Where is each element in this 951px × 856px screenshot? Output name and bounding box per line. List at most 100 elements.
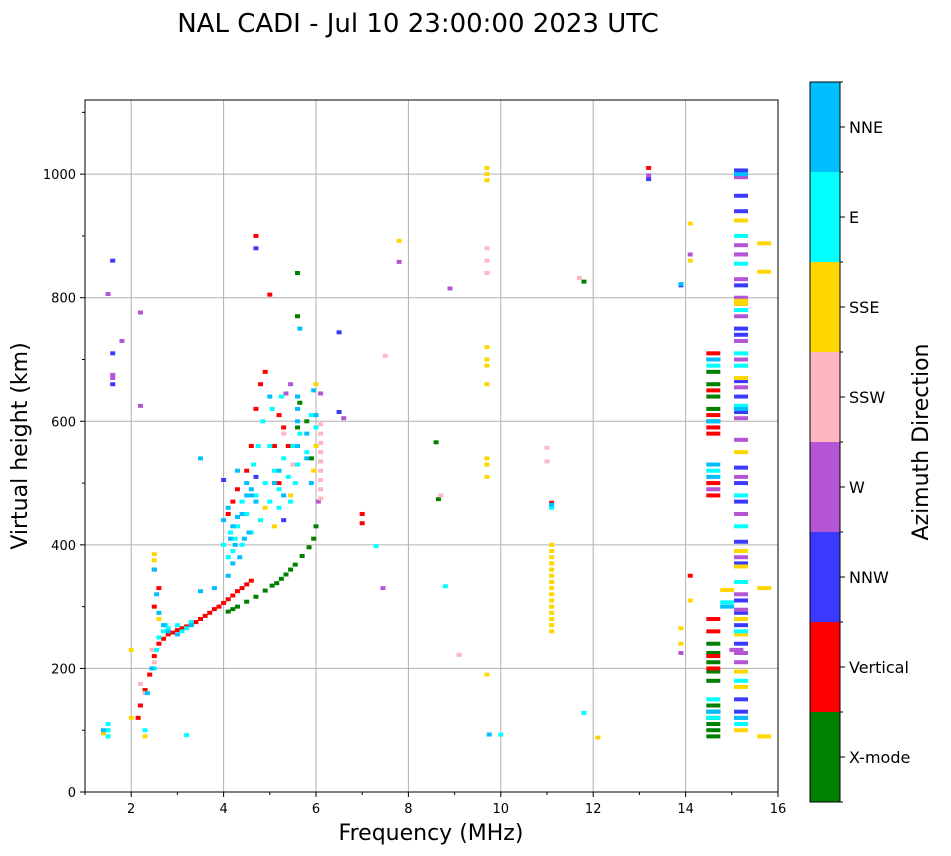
data-point-w (137, 403, 143, 408)
data-point-ssw (576, 275, 582, 280)
data-point-vertical (216, 604, 222, 609)
data-point-w (734, 357, 749, 362)
data-point-w (105, 292, 111, 297)
data-point-sse (142, 734, 148, 739)
data-point-w (687, 252, 693, 257)
data-point-sse (484, 345, 490, 350)
data-point-xmode (295, 425, 301, 430)
data-point-sse (484, 456, 490, 461)
data-point-vertical (198, 617, 203, 621)
data-point-sse (734, 728, 749, 733)
data-point-e (720, 600, 735, 605)
data-point-e (244, 511, 250, 516)
data-point-e (734, 261, 749, 266)
data-point-xmode (435, 497, 441, 502)
y-tick-label: 200 (51, 662, 76, 677)
data-point-vertical (225, 597, 231, 602)
data-point-w (734, 511, 749, 516)
data-point-nnw (734, 326, 749, 331)
data-point-vertical (193, 620, 199, 625)
data-point-e (230, 549, 236, 554)
data-point-sse (687, 221, 693, 226)
colorbar-label: E (849, 208, 859, 227)
data-point-xmode (706, 369, 721, 374)
data-point-nnw (734, 379, 749, 384)
data-point-vertical (156, 586, 162, 591)
data-point-nne (720, 604, 735, 609)
data-point-e (228, 530, 234, 535)
data-point-nne (734, 406, 749, 411)
data-point-vertical (248, 578, 254, 583)
data-point-vertical (211, 607, 217, 612)
data-point-vertical (706, 425, 721, 430)
data-point-e (225, 555, 231, 560)
data-point-vertical (706, 431, 721, 436)
data-point-nne (678, 282, 684, 287)
data-point-xmode (311, 536, 317, 541)
data-point-e (706, 363, 721, 368)
data-point-e (105, 728, 111, 733)
data-point-xmode (230, 607, 236, 612)
data-point-sse (311, 468, 317, 473)
data-point-xmode (278, 576, 284, 581)
data-point-sse (734, 684, 749, 689)
data-point-nne (248, 493, 254, 498)
data-point-nne (244, 481, 250, 486)
y-axis-label: Virtual height (km) (8, 342, 33, 549)
data-point-nne (295, 406, 301, 411)
data-point-e (258, 518, 264, 523)
data-point-vertical (234, 589, 240, 594)
data-point-xmode (292, 562, 298, 567)
data-point-ssw (151, 660, 157, 665)
data-point-nne (230, 561, 236, 566)
data-point-w (734, 660, 749, 665)
data-point-vertical (151, 604, 157, 609)
colorbar-label: SSE (849, 298, 879, 317)
data-point-nne (304, 456, 310, 461)
data-point-nnw (646, 177, 652, 182)
data-point-vertical (156, 641, 162, 646)
data-point-w (447, 286, 453, 291)
data-point-nne (295, 444, 301, 448)
colorbar-segment-w (810, 442, 840, 532)
data-point-xmode (299, 553, 305, 558)
data-point-e (373, 544, 379, 549)
data-point-nne (230, 524, 236, 529)
data-point-nne (313, 413, 319, 418)
data-point-ssw (438, 493, 444, 498)
data-point-vertical (271, 444, 277, 448)
data-point-vertical (687, 573, 693, 578)
data-point-nne (232, 542, 238, 547)
data-point-nne (734, 715, 749, 720)
plot-area-frame (84, 99, 779, 793)
data-point-vertical (234, 487, 240, 492)
data-point-w (318, 391, 324, 396)
data-point-sse (549, 598, 555, 603)
data-point-ssw (290, 462, 296, 467)
data-point-sse (484, 474, 490, 479)
data-point-xmode (706, 641, 721, 646)
data-point-sse (678, 641, 684, 646)
x-tick-label: 14 (677, 802, 694, 817)
data-point-ssw (318, 422, 324, 427)
data-point-vertical (706, 388, 721, 393)
data-point-nne (239, 511, 245, 516)
data-point-vertical (230, 593, 236, 598)
data-point-e (734, 579, 749, 584)
data-point-nne (211, 586, 217, 591)
data-point-nne (253, 499, 259, 504)
colorbar-segment-vertical (810, 622, 840, 712)
data-point-e (251, 462, 257, 467)
data-point-w (110, 372, 116, 377)
data-point-nne (165, 629, 171, 634)
chart-title: NAL CADI - Jul 10 23:00:00 2023 UTC (177, 9, 659, 39)
data-point-e (734, 363, 749, 368)
data-point-w (734, 175, 749, 180)
data-point-ssw (149, 647, 155, 652)
data-point-sse (687, 258, 693, 263)
data-point-ssw (382, 353, 388, 358)
data-point-sse (687, 598, 693, 603)
data-point-vertical (267, 292, 273, 297)
data-point-nnw (734, 193, 749, 198)
data-point-xmode (288, 567, 294, 572)
